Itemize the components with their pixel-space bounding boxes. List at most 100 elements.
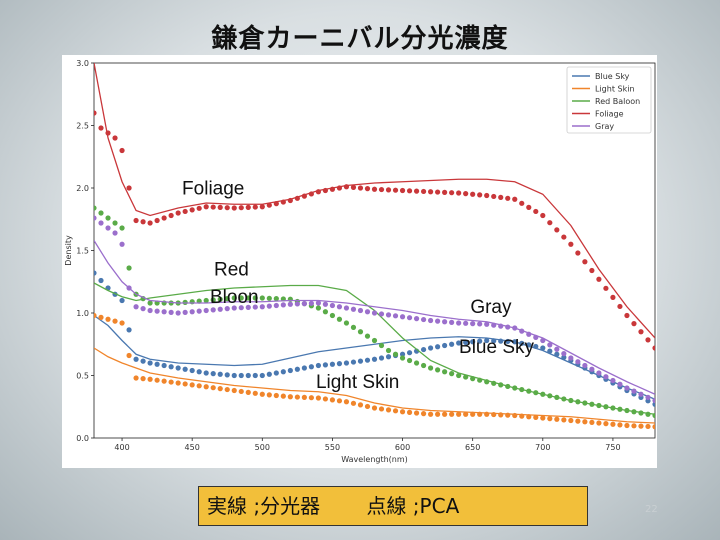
series-dot-light-skin-pca — [610, 421, 616, 427]
series-dot-foliage-pca — [512, 196, 518, 202]
series-dot-red-baloon-pca — [385, 347, 392, 354]
series-dot-gray-pca — [126, 285, 132, 291]
series-dot-gray-pca — [231, 305, 237, 311]
series-dot-blue-sky-pca — [484, 337, 490, 344]
series-dot-gray-pca — [280, 302, 286, 308]
series-dot-light-skin-pca — [329, 397, 336, 403]
series-dot-gray-pca — [385, 312, 392, 318]
series-dot-foliage-pca — [484, 192, 490, 199]
series-dot-gray-pca — [378, 311, 385, 317]
series-dot-red-baloon-pca — [231, 295, 237, 301]
series-dot-light-skin-pca — [245, 389, 251, 395]
series-dot-gray-pca — [252, 304, 258, 310]
legend-label: Light Skin — [595, 85, 635, 94]
series-dot-gray-pca — [161, 309, 167, 315]
series-dot-light-skin-pca — [238, 388, 244, 395]
series-dot-blue-sky-pca — [533, 343, 539, 350]
series-dot-foliage-pca — [575, 250, 581, 256]
legend-label: Red Baloon — [595, 97, 640, 106]
series-dot-blue-sky-pca — [505, 338, 511, 345]
series-dot-foliage-pca — [308, 191, 314, 197]
series-dot-gray-pca — [357, 307, 364, 314]
series-dot-red-baloon-pca — [238, 295, 244, 301]
series-dot-foliage-pca — [385, 187, 392, 193]
series-dot-foliage-pca — [301, 193, 307, 199]
series-dot-light-skin-pca — [112, 318, 118, 324]
series-dot-blue-sky-pca — [399, 351, 406, 357]
series-dot-light-skin-pca — [287, 394, 293, 400]
series-dot-light-skin-pca — [154, 377, 160, 383]
series-dot-light-skin-pca — [105, 316, 111, 322]
series-dot-gray-pca — [287, 301, 293, 307]
series-dot-red-baloon-pca — [420, 362, 427, 369]
series-dot-blue-sky-pca — [456, 340, 462, 346]
legend-label: Blue Sky — [595, 72, 630, 81]
series-dot-gray-pca — [533, 334, 539, 340]
series-dot-gray-pca — [217, 306, 223, 312]
series-dot-gray-pca — [484, 321, 490, 327]
series-dot-foliage-pca — [140, 219, 146, 225]
series-dot-foliage-pca — [231, 205, 237, 211]
x-tick-label: 750 — [605, 443, 620, 452]
series-dot-red-baloon-pca — [357, 329, 364, 335]
series-dot-foliage-pca — [224, 205, 230, 211]
series-dot-foliage-pca — [336, 185, 343, 191]
series-dot-gray-pca — [406, 315, 413, 321]
series-dot-blue-sky-pca — [526, 342, 532, 348]
series-dot-foliage-pca — [442, 189, 448, 195]
series-dot-red-baloon-pca — [329, 312, 336, 319]
series-dot-gray-pca — [442, 319, 448, 325]
series-dot-gray-pca — [329, 302, 336, 309]
series-dot-light-skin-pca — [224, 386, 230, 393]
series-dot-light-skin-pca — [378, 406, 385, 412]
series-dot-gray-pca — [428, 317, 434, 324]
series-dot-gray-pca — [371, 310, 378, 316]
annotation-label: Red — [214, 260, 249, 281]
series-dot-light-skin-pca — [385, 407, 392, 413]
series-dot-gray-pca — [294, 301, 300, 307]
x-tick-label: 450 — [185, 443, 200, 452]
series-dot-foliage-pca — [540, 212, 546, 219]
slide-title: 鎌倉カーニバル分光濃度 — [211, 24, 509, 54]
series-dot-red-baloon-pca — [554, 394, 560, 400]
legend-label: Gray — [595, 122, 614, 131]
series-dot-blue-sky-pca — [119, 297, 125, 304]
series-dot-foliage-pca — [182, 208, 188, 215]
series-dot-light-skin-pca — [540, 415, 546, 421]
series-dot-foliage-pca — [315, 189, 321, 195]
annotation-label: Light Skin — [316, 372, 399, 393]
y-axis-title: Density — [64, 235, 73, 266]
series-dot-red-baloon-pca — [273, 296, 279, 302]
series-dot-blue-sky-pca — [210, 371, 216, 377]
series-dot-blue-sky-pca — [294, 366, 300, 372]
series-dot-red-baloon-pca — [259, 295, 265, 301]
series-dot-foliage-pca — [350, 184, 357, 190]
series-dot-foliage-pca — [463, 191, 469, 197]
series-dot-blue-sky-pca — [280, 369, 286, 375]
series-dot-gray-pca — [119, 241, 125, 247]
series-dot-light-skin-pca — [428, 411, 434, 417]
series-dot-light-skin-pca — [259, 391, 265, 397]
series-dot-foliage-pca — [589, 267, 595, 274]
annotation-label: Gray — [470, 297, 512, 318]
series-dot-gray-pca — [498, 323, 504, 329]
series-dot-light-skin-pca — [336, 398, 343, 404]
series-dot-foliage-pca — [491, 193, 497, 200]
series-dot-gray-pca — [435, 318, 441, 324]
series-dot-light-skin-pca — [343, 399, 350, 405]
series-dot-gray-pca — [652, 397, 655, 404]
series-dot-red-baloon-pca — [336, 316, 343, 322]
series-dot-gray-pca — [322, 301, 329, 307]
series-dot-light-skin-pca — [217, 386, 223, 392]
series-dot-foliage-pca — [435, 189, 441, 195]
series-dot-foliage-pca — [287, 197, 293, 204]
series-dot-blue-sky-pca — [547, 348, 553, 354]
series-dot-gray-pca — [245, 304, 251, 310]
series-dot-foliage-pca — [519, 200, 525, 206]
series-dot-light-skin-pca — [491, 411, 497, 418]
series-dot-red-baloon-pca — [392, 351, 399, 357]
series-group — [94, 63, 655, 430]
series-dot-light-skin-pca — [140, 376, 146, 382]
x-tick-label: 550 — [325, 443, 340, 452]
series-dot-blue-sky-pca — [350, 359, 357, 365]
